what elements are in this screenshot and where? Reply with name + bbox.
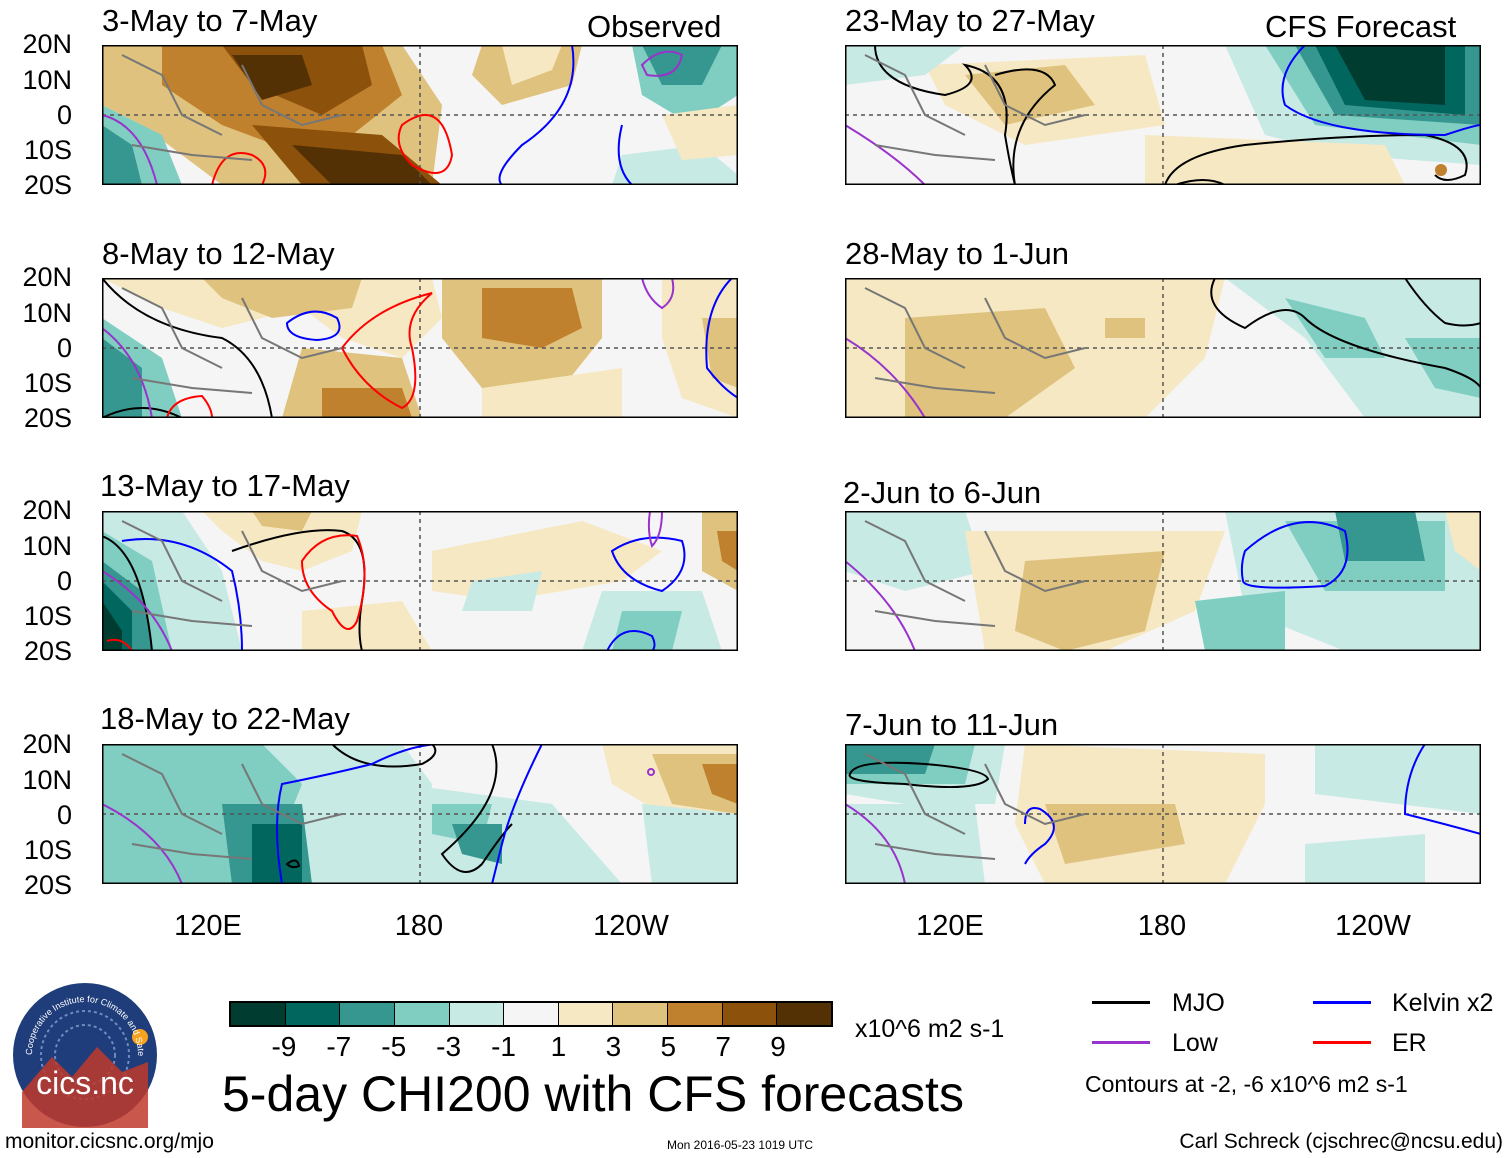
website-link[interactable]: monitor.cicsnc.org/mjo <box>5 1130 214 1153</box>
colorbar-swatch <box>777 1003 832 1025</box>
colorbar-swatch <box>668 1003 723 1025</box>
panel-title-2: 8-May to 12-May <box>102 236 335 271</box>
colorbar-swatch <box>394 1003 450 1025</box>
map-panel-6 <box>845 278 1481 418</box>
panel-title-6: 28-May to 1-Jun <box>845 236 1069 271</box>
logo-name: cics.nc <box>36 1065 134 1101</box>
legend-low-line <box>1092 1041 1150 1044</box>
forecast-label: CFS Forecast <box>1265 9 1457 44</box>
lat-label: 20S <box>23 170 72 200</box>
lat-label: 10N <box>22 531 72 561</box>
lat-label: 20S <box>23 870 72 900</box>
panel-title-3: 13-May to 17-May <box>100 468 350 503</box>
map-panel-3 <box>102 511 738 651</box>
lat-label: 10S <box>23 135 72 165</box>
colorbar-tick-label: -3 <box>436 1031 462 1062</box>
map-panel-5 <box>845 45 1481 185</box>
colorbar-swatch <box>504 1003 559 1025</box>
lon-label: 120E <box>174 910 242 942</box>
colorbar-tick-label: 1 <box>550 1031 567 1062</box>
map-panel-4 <box>102 744 738 884</box>
lat-label: 0 <box>56 566 72 596</box>
colorbar-swatch <box>231 1003 286 1025</box>
lat-label: 0 <box>56 333 72 363</box>
lat-label: 10S <box>23 601 72 631</box>
colorbar-swatch <box>558 1003 614 1025</box>
lat-label: 0 <box>56 800 72 830</box>
legend-kelvin-line <box>1313 1001 1371 1004</box>
lon-label: 120W <box>1335 910 1411 942</box>
colorbar-swatch <box>449 1003 505 1025</box>
lat-label: 10N <box>22 298 72 328</box>
panel-title-4: 18-May to 22-May <box>100 701 350 736</box>
observed-label: Observed <box>587 9 722 44</box>
cics-logo: Cooperative Institute for Climate and Sa… <box>12 982 157 1128</box>
colorbar-tick-label: 5 <box>660 1031 677 1062</box>
colorbar-tick-label: -1 <box>491 1031 516 1062</box>
legend-mjo-label: MJO <box>1172 989 1225 1017</box>
lat-label: 20N <box>22 495 72 525</box>
timestamp: Mon 2016-05-23 1019 UTC <box>667 1138 814 1152</box>
colorbar-tick-label: -9 <box>271 1031 297 1062</box>
colorbar-swatch <box>285 1003 341 1025</box>
lat-label: 20S <box>23 403 72 433</box>
colorbar-swatch <box>340 1003 395 1025</box>
panel-title-5: 23-May to 27-May <box>845 3 1095 38</box>
lon-label: 120E <box>916 910 984 942</box>
contour-note: Contours at -2, -6 x10^6 m2 s-1 <box>1085 1071 1408 1097</box>
lat-label: 0 <box>56 100 72 130</box>
colorbar-tick-label: 7 <box>715 1031 731 1062</box>
colorbar-tick-label: 9 <box>770 1031 786 1062</box>
lat-label: 10S <box>23 835 72 865</box>
colorbar-swatch <box>613 1003 669 1025</box>
map-panel-1 <box>102 45 738 185</box>
panel-title-1: 3-May to 7-May <box>102 3 318 38</box>
panel-title-7: 2-Jun to 6-Jun <box>843 475 1042 510</box>
colorbar-units: x10^6 m2 s-1 <box>855 1015 1005 1043</box>
legend-er-line <box>1313 1041 1371 1044</box>
author-credit: Carl Schreck (cjschrec@ncsu.edu) <box>1179 1130 1503 1153</box>
lat-label: 10N <box>22 65 72 95</box>
colorbar-tick-label: -5 <box>381 1031 407 1062</box>
lat-label: 10N <box>22 765 72 795</box>
lat-label: 20S <box>23 636 72 666</box>
map-panel-7 <box>845 511 1481 651</box>
colorbar-tick-label: 3 <box>605 1031 622 1062</box>
map-panel-2 <box>102 278 738 418</box>
panel-title-8: 7-Jun to 11-Jun <box>845 707 1059 742</box>
lat-label: 10S <box>23 368 72 398</box>
lon-label: 180 <box>394 910 444 942</box>
lon-label: 120W <box>593 910 669 942</box>
lat-label: 20N <box>22 729 72 759</box>
lat-label: 20N <box>22 29 72 59</box>
map-panel-8 <box>845 744 1481 884</box>
colorbar <box>229 1001 833 1027</box>
colorbar-swatch <box>722 1003 778 1025</box>
legend-kelvin-label: Kelvin x2 <box>1392 989 1494 1017</box>
lat-label: 20N <box>22 262 72 292</box>
legend-er-label: ER <box>1392 1029 1427 1057</box>
colorbar-tick-label: -7 <box>326 1031 352 1062</box>
legend-mjo-line <box>1092 1001 1150 1004</box>
lon-label: 180 <box>1137 910 1187 942</box>
legend-low-label: Low <box>1172 1029 1218 1057</box>
main-title: 5-day CHI200 with CFS forecasts <box>222 1066 964 1122</box>
